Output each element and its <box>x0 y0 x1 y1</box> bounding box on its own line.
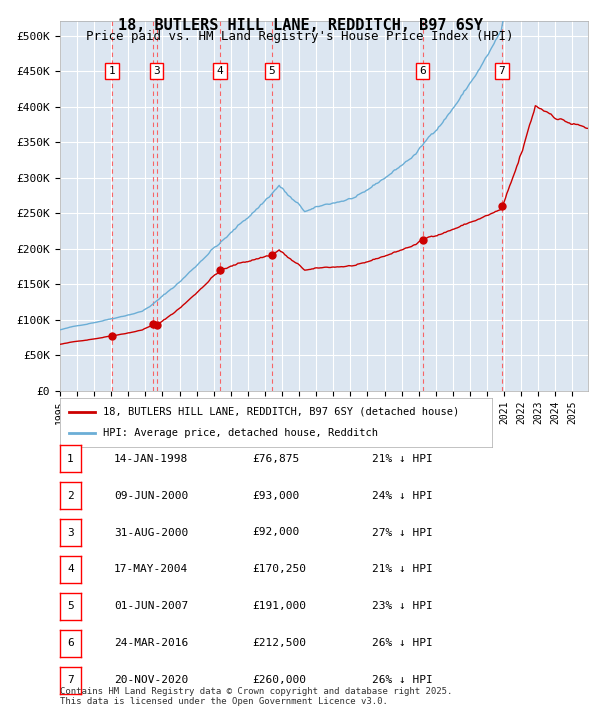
Text: 26% ↓ HPI: 26% ↓ HPI <box>372 675 433 685</box>
Text: 01-JUN-2007: 01-JUN-2007 <box>114 601 188 611</box>
Text: £260,000: £260,000 <box>252 675 306 685</box>
Text: 20-NOV-2020: 20-NOV-2020 <box>114 675 188 685</box>
Text: £212,500: £212,500 <box>252 638 306 648</box>
Text: £191,000: £191,000 <box>252 601 306 611</box>
Text: 18, BUTLERS HILL LANE, REDDITCH, B97 6SY (detached house): 18, BUTLERS HILL LANE, REDDITCH, B97 6SY… <box>103 407 460 417</box>
Text: 31-AUG-2000: 31-AUG-2000 <box>114 528 188 537</box>
Text: 21% ↓ HPI: 21% ↓ HPI <box>372 454 433 464</box>
Text: 09-JUN-2000: 09-JUN-2000 <box>114 491 188 501</box>
Text: 27% ↓ HPI: 27% ↓ HPI <box>372 528 433 537</box>
Text: 21% ↓ HPI: 21% ↓ HPI <box>372 564 433 574</box>
Text: 23% ↓ HPI: 23% ↓ HPI <box>372 601 433 611</box>
Text: 5: 5 <box>67 601 74 611</box>
Text: 3: 3 <box>67 528 74 537</box>
Text: HPI: Average price, detached house, Redditch: HPI: Average price, detached house, Redd… <box>103 428 378 438</box>
Text: 2: 2 <box>67 491 74 501</box>
Text: 6: 6 <box>419 66 426 76</box>
Text: 24% ↓ HPI: 24% ↓ HPI <box>372 491 433 501</box>
Text: 4: 4 <box>217 66 223 76</box>
Text: £92,000: £92,000 <box>252 528 299 537</box>
Text: £93,000: £93,000 <box>252 491 299 501</box>
Text: 26% ↓ HPI: 26% ↓ HPI <box>372 638 433 648</box>
Text: 1: 1 <box>109 66 115 76</box>
Text: 7: 7 <box>67 675 74 685</box>
Text: £76,875: £76,875 <box>252 454 299 464</box>
Text: 4: 4 <box>67 564 74 574</box>
Text: Contains HM Land Registry data © Crown copyright and database right 2025.
This d: Contains HM Land Registry data © Crown c… <box>60 687 452 706</box>
Text: 14-JAN-1998: 14-JAN-1998 <box>114 454 188 464</box>
Text: 7: 7 <box>499 66 505 76</box>
Text: Price paid vs. HM Land Registry's House Price Index (HPI): Price paid vs. HM Land Registry's House … <box>86 30 514 43</box>
Text: £170,250: £170,250 <box>252 564 306 574</box>
Text: 5: 5 <box>269 66 275 76</box>
Text: 24-MAR-2016: 24-MAR-2016 <box>114 638 188 648</box>
Text: 17-MAY-2004: 17-MAY-2004 <box>114 564 188 574</box>
Text: 1: 1 <box>67 454 74 464</box>
Text: 3: 3 <box>154 66 160 76</box>
Text: 6: 6 <box>67 638 74 648</box>
Text: 18, BUTLERS HILL LANE, REDDITCH, B97 6SY: 18, BUTLERS HILL LANE, REDDITCH, B97 6SY <box>118 18 482 33</box>
